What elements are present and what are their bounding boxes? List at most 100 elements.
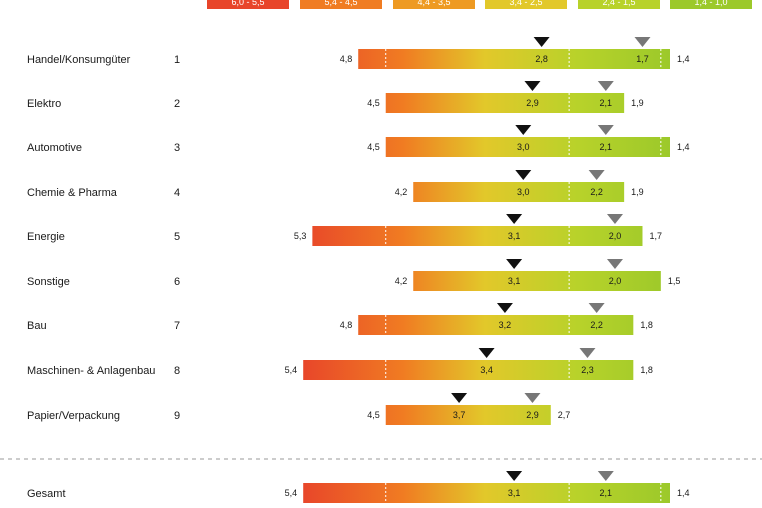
marker-secondary-triangle	[588, 170, 605, 180]
marker-primary-label: 2,9	[526, 98, 539, 108]
min-label: 1,8	[640, 365, 653, 375]
row-label: Automotive	[27, 142, 82, 154]
marker-secondary-triangle	[606, 259, 623, 269]
range-bar	[413, 182, 625, 202]
legend-swatch	[670, 0, 752, 9]
marker-primary-label: 3,1	[508, 231, 521, 241]
marker-primary-triangle	[451, 393, 468, 403]
range-bar	[358, 315, 634, 335]
row-rank: 6	[174, 276, 180, 288]
max-label: 4,8	[340, 320, 353, 330]
max-label: 5,3	[294, 231, 307, 241]
marker-secondary-triangle	[597, 471, 614, 481]
marker-primary-label: 3,7	[453, 410, 466, 420]
table-row: Papier/Verpackung 9 4,5 2,7 3,7 2,9	[27, 393, 570, 425]
max-label: 4,2	[395, 276, 408, 286]
row-rank: 9	[174, 410, 180, 422]
row-rank: 3	[174, 142, 180, 154]
marker-secondary-triangle	[597, 81, 614, 91]
marker-secondary-label: 2,1	[600, 98, 613, 108]
table-row: Automotive 3 4,5 1,4 3,0 2,1	[27, 125, 690, 157]
marker-primary-label: 3,1	[508, 276, 521, 286]
row-label: Maschinen- & Anlagenbau	[27, 365, 155, 377]
legend-swatch	[207, 0, 289, 9]
total-row: Gesamt 5,4 1,4 3,1 2,1	[27, 471, 690, 503]
max-label: 4,2	[395, 187, 408, 197]
marker-secondary-triangle	[634, 37, 651, 47]
row-label: Handel/Konsumgüter	[27, 54, 131, 66]
table-row: Bau 7 4,8 1,8 3,2 2,2	[27, 303, 653, 335]
min-label: 1,4	[677, 54, 690, 64]
marker-primary-triangle	[478, 348, 495, 358]
max-label: 5,4	[285, 365, 298, 375]
max-label: 4,8	[340, 54, 353, 64]
marker-secondary-label: 2,2	[590, 187, 603, 197]
marker-primary-triangle	[506, 214, 523, 224]
marker-secondary-triangle	[524, 393, 541, 403]
marker-secondary-triangle	[579, 348, 596, 358]
marker-secondary-label: 2,0	[609, 276, 622, 286]
row-label: Elektro	[27, 98, 61, 110]
marker-primary-label: 3,0	[517, 142, 530, 152]
min-label: 2,7	[558, 410, 571, 420]
min-label: 1,9	[631, 187, 644, 197]
row-label: Energie	[27, 231, 65, 243]
row-label: Papier/Verpackung	[27, 410, 120, 422]
legend-label: 4,4 - 3,5	[417, 0, 450, 7]
range-bar	[358, 49, 670, 69]
legend: 6,0 - 5,5 5,4 - 4,5 4,4 - 3,5 3,4 - 2,5 2,4 …	[207, 0, 752, 9]
rows: Handel/Konsumgüter 1 4,8 1,4 2,8 1,7 Elektro 2 4…	[27, 37, 690, 425]
marker-secondary-label: 1,7	[636, 54, 649, 64]
marker-secondary-label: 2,3	[581, 365, 594, 375]
min-label: 1,7	[649, 231, 662, 241]
marker-primary-label: 2,8	[535, 54, 548, 64]
row-rank: 1	[174, 54, 180, 66]
legend-label: 1,4 - 1,0	[694, 0, 727, 7]
legend-swatch	[300, 0, 382, 9]
legend-swatch	[393, 0, 475, 9]
range-bar	[413, 271, 661, 291]
min-label: 1,4	[677, 488, 690, 498]
range-bar	[385, 93, 625, 113]
max-label: 4,5	[367, 410, 380, 420]
row-label: Chemie & Pharma	[27, 187, 118, 199]
legend-label: 6,0 - 5,5	[231, 0, 264, 7]
marker-primary-triangle	[506, 471, 523, 481]
legend-swatch	[578, 0, 660, 9]
table-row: Elektro 2 4,5 1,9 2,9 2,1	[27, 81, 644, 113]
min-label: 1,4	[677, 142, 690, 152]
table-row: Chemie & Pharma 4 4,2 1,9 3,0 2,2	[27, 170, 644, 202]
row-label: Bau	[27, 320, 47, 332]
row-label: Sonstige	[27, 276, 70, 288]
table-row: Sonstige 6 4,2 1,5 3,1 2,0	[27, 259, 680, 291]
row-rank: 8	[174, 365, 180, 377]
range-bar	[385, 405, 551, 425]
marker-primary-triangle	[496, 303, 513, 313]
marker-primary-label: 3,0	[517, 187, 530, 197]
marker-secondary-label: 2,2	[590, 320, 603, 330]
total-row-group: Gesamt 5,4 1,4 3,1 2,1	[27, 471, 690, 503]
max-label: 4,5	[367, 142, 380, 152]
marker-secondary-label: 2,0	[609, 231, 622, 241]
row-rank: 7	[174, 320, 180, 332]
marker-primary-triangle	[506, 259, 523, 269]
marker-primary-label: 3,4	[480, 365, 493, 375]
min-label: 1,8	[640, 320, 653, 330]
marker-primary-triangle	[524, 81, 541, 91]
legend-label: 2,4 - 1,5	[602, 0, 635, 7]
table-row: Handel/Konsumgüter 1 4,8 1,4 2,8 1,7	[27, 37, 690, 69]
legend-label: 3,4 - 2,5	[509, 0, 542, 7]
range-bar	[303, 483, 670, 503]
row-label: Gesamt	[27, 488, 66, 500]
range-bar	[385, 137, 670, 157]
max-label: 4,5	[367, 98, 380, 108]
row-rank: 2	[174, 98, 180, 110]
marker-primary-triangle	[533, 37, 550, 47]
table-row: Maschinen- & Anlagenbau 8 5,4 1,8 3,4 2,3	[27, 348, 653, 380]
marker-secondary-triangle	[588, 303, 605, 313]
table-row: Energie 5 5,3 1,7 3,1 2,0	[27, 214, 662, 246]
marker-primary-triangle	[515, 125, 532, 135]
marker-primary-label: 3,2	[499, 320, 512, 330]
legend-swatch	[485, 0, 567, 9]
